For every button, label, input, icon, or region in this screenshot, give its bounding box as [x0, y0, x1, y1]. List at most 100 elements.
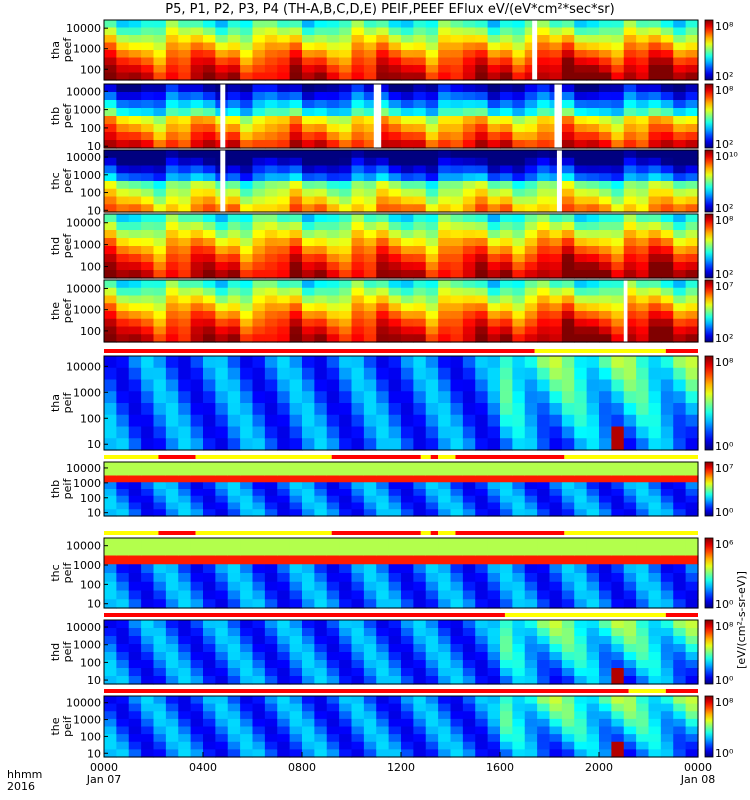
spectrogram-cell	[153, 124, 167, 133]
spectrogram-cell	[438, 204, 452, 213]
spectrogram-cell	[438, 124, 452, 133]
spectrogram-cell	[128, 741, 142, 750]
spectrogram-cell	[500, 403, 513, 416]
spectrogram-cell	[401, 230, 414, 239]
spectrogram-cell	[500, 741, 513, 750]
spectrogram-cell	[252, 414, 266, 428]
spectrogram-cell	[599, 280, 612, 289]
spectrogram-cell	[586, 140, 600, 149]
spectrogram-cell	[425, 20, 439, 29]
spectrogram-cell	[611, 188, 625, 198]
spectrogram-cell	[363, 356, 377, 369]
spectrogram-cell	[326, 356, 340, 369]
spectrogram-cell	[289, 414, 303, 428]
spectrogram-cell	[264, 636, 278, 645]
spectrogram-cell	[153, 116, 167, 125]
spectrogram-cell	[524, 391, 538, 404]
spectrogram-cell	[623, 438, 637, 451]
y-tick-label: 10	[87, 140, 101, 153]
spectrogram-cell	[524, 303, 538, 312]
spectrogram-cell	[660, 108, 674, 117]
spectrogram-cell	[388, 538, 402, 548]
spectrogram-cell	[128, 696, 142, 705]
spectrogram-cell	[574, 124, 588, 133]
spectrogram-cell	[500, 295, 513, 304]
spectrogram-cell	[586, 72, 600, 81]
spectrogram-cell	[611, 426, 625, 439]
spectrogram-cell	[363, 230, 377, 239]
spectrogram-cell	[574, 620, 588, 629]
spectrogram-cell	[586, 379, 600, 392]
spectrogram-cell	[512, 27, 526, 36]
spectrogram-cell	[611, 379, 625, 392]
spectrogram-cell	[376, 391, 390, 404]
spectrogram-cell	[277, 42, 291, 51]
spectrogram-cell	[203, 475, 216, 483]
spectrogram-cell	[673, 502, 687, 510]
spectrogram-cell	[438, 92, 452, 101]
spectrogram-cell	[537, 391, 551, 404]
spectrogram-cell	[438, 620, 452, 629]
spectrogram-cell	[537, 620, 551, 629]
spectrogram-cell	[648, 72, 662, 81]
spectrogram-cell	[153, 590, 167, 600]
spectrogram-cell	[178, 181, 192, 190]
spectrogram-cell	[487, 280, 501, 289]
spectrogram-cell	[413, 188, 427, 198]
spectrogram-cell	[438, 287, 452, 297]
spectrogram-cell	[227, 150, 241, 159]
spectrogram-cell	[240, 27, 254, 36]
spectrogram-cell	[561, 334, 575, 343]
spectrogram-cell	[549, 426, 563, 439]
spectrogram-cell	[314, 65, 328, 74]
y-tick-label: 1000	[73, 304, 101, 317]
spectrogram-cell	[512, 57, 526, 66]
spectrogram-cell	[549, 734, 563, 743]
spectrogram-cell	[153, 318, 167, 328]
spectrogram-cell	[289, 334, 303, 343]
spectrogram-cell	[339, 482, 353, 490]
spectrogram-cell	[104, 379, 117, 392]
spectrogram-cell	[574, 262, 588, 271]
spectrogram-cell	[388, 379, 402, 392]
spectrogram-cell	[141, 718, 155, 728]
spectrogram-cell	[500, 65, 513, 74]
spectrogram-cell	[500, 326, 513, 335]
spectrogram-cell	[363, 181, 377, 190]
spectrogram-cell	[524, 711, 538, 720]
spectrogram-cell	[524, 620, 538, 629]
spectrogram-cell	[413, 204, 427, 213]
spectrogram-cell	[487, 426, 501, 439]
spectrogram-cell	[227, 468, 241, 477]
spectrogram-cell	[339, 555, 353, 565]
spectrogram-cell	[425, 181, 439, 190]
spectrogram-cell	[252, 599, 266, 609]
spectrogram-cell	[500, 262, 513, 271]
spectrogram-cell	[264, 35, 278, 44]
spectrogram-cell	[500, 509, 513, 517]
spectrogram-cell	[215, 356, 229, 369]
spectrogram-cell	[116, 573, 130, 583]
spectrogram-cell	[351, 196, 365, 205]
spectrogram-cell	[636, 652, 650, 661]
spectrogram-cell	[302, 262, 315, 271]
spectrogram-cell	[512, 628, 526, 637]
spectrogram-cell	[462, 495, 476, 504]
spectrogram-cell	[128, 475, 142, 483]
spectrogram-cell	[401, 165, 414, 174]
spectrogram-cell	[413, 502, 427, 510]
spectrogram-cell	[413, 636, 427, 645]
spectrogram-cell	[512, 676, 526, 685]
spectrogram-cell	[264, 295, 278, 304]
spectrogram-cell	[450, 65, 464, 74]
spectrogram-cell	[116, 644, 130, 653]
spectrogram-cell	[487, 403, 501, 416]
spectrogram-cell	[363, 157, 377, 167]
spectrogram-cell	[636, 230, 650, 239]
spectrogram-cell	[599, 150, 612, 159]
spectrogram-cell	[203, 196, 216, 205]
spectrogram-cell	[636, 92, 650, 101]
spectrogram-cell	[524, 509, 538, 517]
spectrogram-cell	[363, 391, 377, 404]
